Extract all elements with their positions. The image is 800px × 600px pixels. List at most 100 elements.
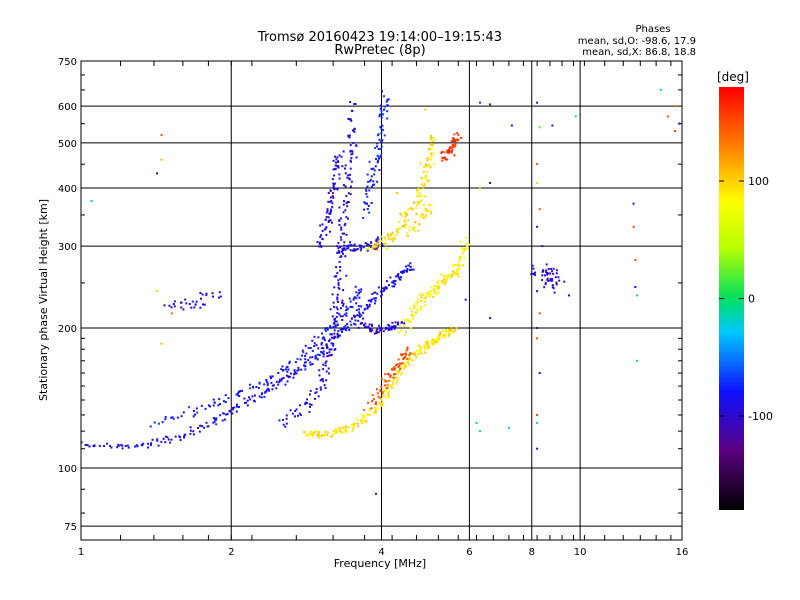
- data-point: [378, 157, 380, 160]
- data-point: [157, 444, 160, 447]
- data-point: [378, 396, 381, 399]
- stats-x-line: mean, sd,X: 86.8, 18.8: [582, 47, 696, 58]
- data-point: [315, 391, 318, 394]
- data-point: [425, 346, 428, 349]
- data-point: [212, 398, 215, 401]
- data-point: [374, 299, 377, 302]
- data-point: [424, 175, 427, 178]
- data-point: [379, 125, 382, 128]
- data-point: [258, 395, 261, 398]
- data-point: [389, 384, 392, 387]
- data-point: [305, 433, 307, 436]
- data-point: [172, 417, 175, 420]
- data-point: [555, 272, 558, 275]
- data-point: [345, 327, 348, 330]
- data-point: [371, 248, 374, 251]
- data-point: [255, 386, 258, 388]
- data-point: [358, 244, 361, 247]
- data-point: [425, 341, 428, 344]
- data-point: [311, 431, 314, 434]
- data-point: [426, 159, 429, 162]
- data-point: [322, 350, 325, 353]
- data-point: [442, 275, 445, 278]
- data-point: [632, 202, 635, 205]
- data-point: [341, 299, 344, 302]
- data-point: [459, 240, 462, 243]
- data-point: [354, 315, 357, 318]
- data-point: [456, 269, 459, 272]
- data-point: [445, 330, 448, 333]
- data-point: [407, 208, 410, 211]
- data-point: [197, 427, 200, 429]
- data-point: [362, 311, 365, 314]
- data-point: [457, 272, 459, 275]
- data-point: [349, 173, 351, 176]
- data-point: [558, 279, 561, 282]
- data-point: [358, 289, 360, 292]
- data-point: [430, 143, 433, 145]
- data-point: [427, 341, 430, 344]
- data-point: [489, 317, 492, 320]
- data-point: [372, 244, 375, 247]
- data-point: [428, 294, 431, 296]
- data-point: [315, 430, 318, 433]
- data-point: [109, 445, 112, 447]
- data-point: [329, 354, 332, 357]
- data-point: [466, 245, 469, 248]
- data-point: [200, 297, 202, 300]
- data-point: [266, 384, 269, 387]
- data-point: [542, 270, 545, 272]
- data-point: [318, 437, 321, 440]
- data-point: [427, 209, 430, 212]
- data-point: [149, 425, 152, 428]
- data-point: [392, 381, 394, 384]
- data-point: [399, 368, 402, 371]
- data-point: [550, 267, 553, 270]
- data-point: [448, 329, 451, 332]
- data-point: [317, 347, 320, 350]
- data-point: [345, 216, 348, 219]
- data-point: [447, 328, 450, 331]
- data-point: [284, 425, 287, 428]
- data-point: [337, 330, 340, 333]
- data-point: [331, 315, 334, 318]
- data-point: [339, 266, 342, 268]
- data-point: [386, 387, 389, 390]
- data-point: [536, 225, 539, 228]
- data-point: [299, 414, 302, 417]
- data-point: [388, 390, 390, 393]
- data-point: [150, 442, 153, 445]
- data-point: [362, 246, 365, 249]
- data-point: [423, 165, 426, 168]
- data-point: [351, 150, 354, 153]
- data-point: [326, 208, 329, 211]
- stats-o-line: mean, sd,O: -98.6, 17.9: [578, 36, 696, 47]
- data-point: [367, 180, 370, 183]
- data-point: [195, 300, 198, 303]
- data-point: [543, 286, 546, 289]
- data-point: [394, 373, 397, 376]
- data-point: [188, 303, 191, 305]
- data-point: [212, 417, 215, 419]
- data-point: [92, 445, 95, 448]
- colorbar-tick-label: 100: [748, 175, 769, 188]
- data-point: [362, 317, 365, 320]
- data-point: [170, 312, 173, 315]
- data-point: [225, 413, 228, 416]
- data-point: [400, 321, 403, 324]
- data-point: [380, 405, 383, 408]
- data-point: [466, 247, 469, 250]
- data-point: [360, 244, 363, 247]
- data-point: [415, 308, 418, 311]
- data-point: [360, 314, 363, 317]
- data-point: [552, 267, 555, 270]
- data-point: [382, 287, 385, 290]
- data-point: [393, 325, 396, 327]
- data-point: [212, 421, 215, 424]
- data-point: [336, 332, 339, 335]
- data-point: [329, 219, 332, 222]
- data-point: [340, 255, 343, 258]
- data-point: [401, 371, 404, 374]
- data-point: [293, 370, 296, 373]
- data-point: [338, 334, 341, 337]
